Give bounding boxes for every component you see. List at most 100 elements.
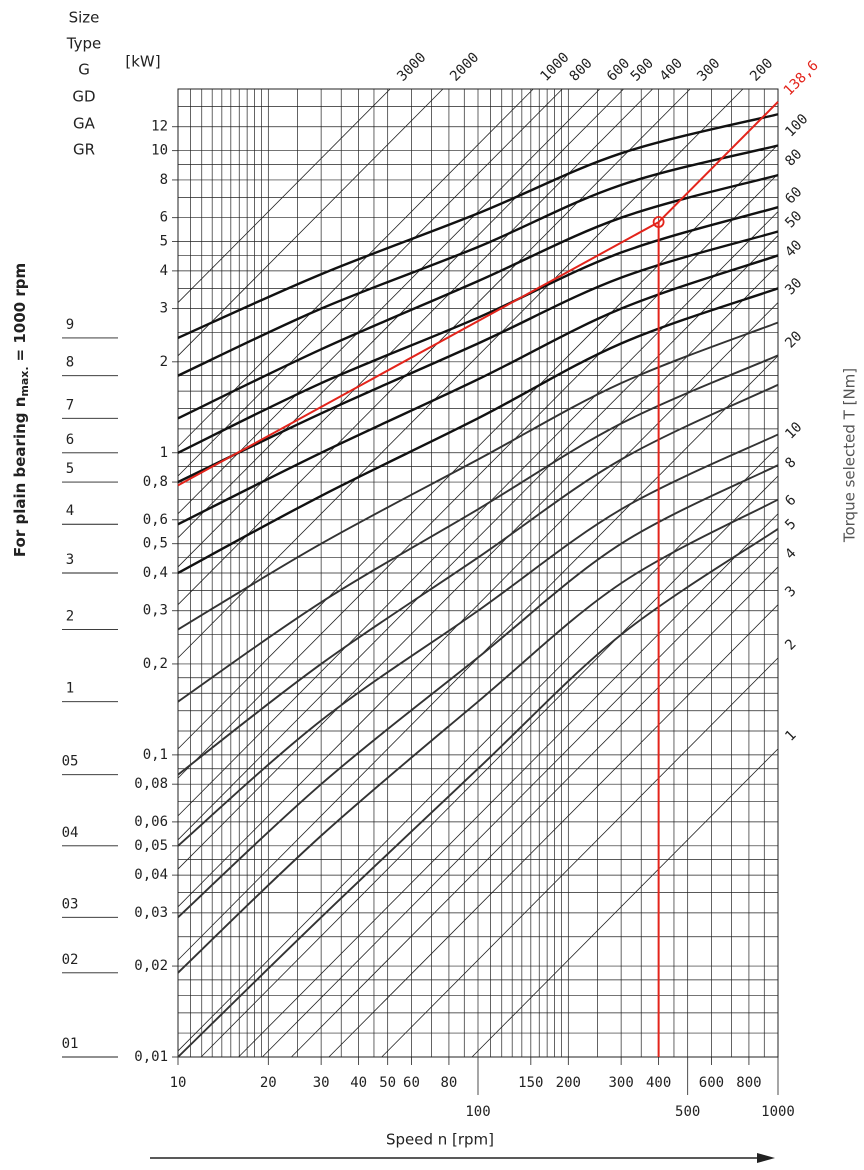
side-title: For plain bearing nmax. = 1000 rpm xyxy=(11,263,32,557)
y-tick-label: 0,03 xyxy=(134,905,168,921)
selection-torque xyxy=(657,101,779,223)
x-tick-label: 200 xyxy=(556,1075,581,1091)
size-curve xyxy=(177,113,779,340)
y-tick-label: 0,2 xyxy=(143,656,168,672)
torque-line xyxy=(471,748,779,1058)
x-tick-label: 400 xyxy=(646,1075,671,1091)
torque-line xyxy=(328,604,779,1058)
y-tick-label: 0,01 xyxy=(134,1049,168,1065)
size-label: 05 xyxy=(62,754,79,770)
size-label: 3 xyxy=(66,552,74,568)
size-label: 01 xyxy=(62,1036,79,1052)
torque-line xyxy=(200,475,779,1058)
size-label: 2 xyxy=(66,609,74,625)
torque-line xyxy=(262,537,779,1058)
y-tick-label: 0,05 xyxy=(134,838,168,854)
selection-point xyxy=(652,216,665,228)
size-curve xyxy=(177,254,779,526)
size-curve xyxy=(177,230,779,484)
x-tick-label: 100 xyxy=(465,1104,490,1120)
y-tick-label: 8 xyxy=(160,172,168,188)
header-label: GD xyxy=(72,88,95,106)
header-label: Type xyxy=(66,35,101,53)
size-curve xyxy=(177,173,779,420)
y2-title: Torque selected T [Nm] xyxy=(841,368,859,543)
x-tick-label: 30 xyxy=(313,1075,330,1091)
side-title-suffix: = 1000 rpm xyxy=(11,263,29,362)
y-tick-label: 0,04 xyxy=(134,867,168,883)
y-tick-label: 3 xyxy=(160,301,168,317)
x-tick-label: 300 xyxy=(608,1075,633,1091)
torque-line xyxy=(177,235,779,841)
torque-line xyxy=(177,446,779,1052)
torque-line xyxy=(177,88,444,357)
x-arrow-head xyxy=(757,1153,775,1163)
x-title: Speed n [rpm] xyxy=(386,1131,494,1149)
y-tick-label: 6 xyxy=(160,210,168,226)
size-curve xyxy=(177,144,779,377)
size-label: 9 xyxy=(66,317,74,333)
torque-line xyxy=(238,513,779,1058)
y-unit: [kW] xyxy=(125,53,160,71)
y-tick-label: 0,8 xyxy=(143,474,168,490)
size-curve xyxy=(177,321,779,631)
y-tick-label: 0,06 xyxy=(134,814,168,830)
y-tick-label: 0,1 xyxy=(143,747,168,763)
size-curve xyxy=(177,528,779,1058)
x-tick-label: 500 xyxy=(675,1104,700,1120)
header-label: GA xyxy=(73,115,96,133)
size-label: 8 xyxy=(66,355,74,371)
size-curve xyxy=(177,287,779,575)
torque-line xyxy=(177,173,779,779)
torque-line xyxy=(177,88,744,659)
size-label: 02 xyxy=(62,952,79,968)
x-tick-label: 1000 xyxy=(761,1104,795,1120)
y-tick-label: 0,6 xyxy=(143,512,168,528)
y-tick-label: 0,08 xyxy=(134,776,168,792)
marks xyxy=(177,101,779,1058)
x-tick-label: 600 xyxy=(699,1075,724,1091)
x-tick-label: 10 xyxy=(170,1075,187,1091)
size-curve xyxy=(177,464,779,918)
y-tick-label: 4 xyxy=(160,263,168,279)
x-tick-label: 80 xyxy=(440,1075,457,1091)
torque-line xyxy=(177,302,779,908)
header-label: G xyxy=(78,61,90,79)
size-curve xyxy=(177,354,779,703)
size-label: 1 xyxy=(66,681,74,697)
size-curve xyxy=(177,433,779,847)
torque-line xyxy=(177,88,563,477)
y-tick-label: 0,5 xyxy=(143,536,168,552)
size-label: 6 xyxy=(66,432,74,448)
y-tick-label: 0,02 xyxy=(134,958,168,974)
y-tick-label: 0,4 xyxy=(143,565,168,581)
torque-line xyxy=(177,88,534,448)
side-title-subscript: max. xyxy=(18,366,31,396)
x-tick-label: 50 xyxy=(379,1075,396,1091)
size-curve xyxy=(177,498,779,974)
size-label: 03 xyxy=(62,896,79,912)
torque-line xyxy=(177,144,779,750)
x-tick-label: 40 xyxy=(350,1075,367,1091)
size-curve xyxy=(177,206,779,454)
header-label: Size xyxy=(69,9,100,27)
torque-line xyxy=(177,88,653,568)
y-tick-label: 1 xyxy=(160,445,168,461)
torque-line xyxy=(177,211,779,817)
size-label: 4 xyxy=(66,503,74,519)
torque-line xyxy=(177,88,691,605)
x-tick-label: 150 xyxy=(518,1075,543,1091)
side-title-text: For plain bearing n xyxy=(11,397,29,558)
torque-line xyxy=(177,88,601,515)
torque-line xyxy=(291,566,779,1058)
y-tick-label: 12 xyxy=(151,119,168,135)
torque-line xyxy=(381,657,779,1058)
size-label: 5 xyxy=(66,461,74,477)
grid xyxy=(172,88,779,1095)
size-label: 7 xyxy=(66,397,74,413)
header-label: GR xyxy=(73,141,95,159)
x-tick-label: 20 xyxy=(260,1075,277,1091)
y-tick-label: 10 xyxy=(151,143,168,159)
